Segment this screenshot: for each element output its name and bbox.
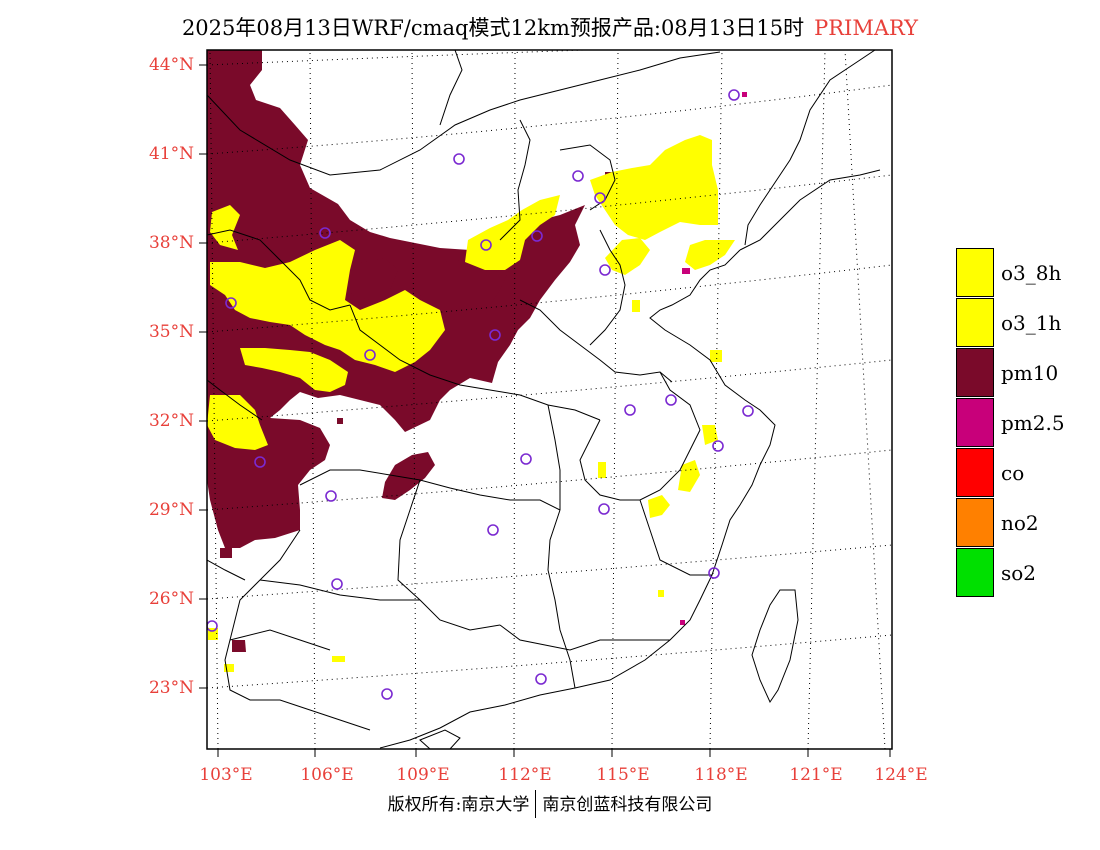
station-marker — [325, 490, 337, 502]
station-marker — [598, 503, 610, 515]
station-marker — [535, 673, 547, 685]
station-marker — [665, 394, 677, 406]
lat-label-35n: 35°N — [148, 322, 194, 342]
copyright-left: 版权所有:南京大学 — [387, 795, 530, 815]
station-marker — [319, 227, 331, 239]
legend-label: so2 — [1001, 561, 1037, 585]
station-marker — [520, 453, 532, 465]
lon-label-112e: 112°E — [498, 765, 552, 785]
legend-label: pm10 — [1001, 361, 1059, 385]
station-marker — [708, 567, 720, 579]
map-title: 2025年08月13日WRF/cmaq模式12km预报产品:08月13日15时 P… — [0, 12, 1100, 42]
station-markers — [207, 89, 754, 700]
legend-swatch — [956, 248, 994, 297]
legend-label: co — [1001, 461, 1025, 485]
lon-label-103e: 103°E — [199, 765, 253, 785]
o3-field — [207, 135, 735, 672]
legend-swatch — [956, 498, 994, 547]
lon-label-118e: 118°E — [694, 765, 748, 785]
legend-label: pm2.5 — [1001, 411, 1065, 435]
station-marker — [728, 89, 740, 101]
footer-divider — [535, 789, 537, 818]
lon-label-106e: 106°E — [300, 765, 354, 785]
lat-label-38n: 38°N — [148, 233, 194, 253]
map-frame — [206, 49, 893, 750]
station-marker — [599, 264, 611, 276]
copyright-footer: 版权所有:南京大学 南京创蓝科技有限公司 — [0, 789, 1100, 820]
lat-label-44n: 44°N — [148, 55, 194, 75]
station-marker — [742, 405, 754, 417]
station-marker — [489, 329, 501, 341]
tick-marks — [199, 64, 891, 757]
legend-swatch — [956, 448, 994, 497]
station-marker — [207, 620, 218, 632]
title-tag: PRIMARY — [814, 16, 919, 40]
copyright-right: 南京创蓝科技有限公司 — [542, 795, 713, 815]
lon-label-109e: 109°E — [396, 765, 450, 785]
lat-label-23n: 23°N — [148, 678, 194, 698]
pm25-field — [680, 92, 747, 625]
station-marker — [480, 239, 492, 251]
legend-label: o3_1h — [1001, 311, 1062, 335]
station-marker — [381, 688, 393, 700]
legend-swatch — [956, 398, 994, 447]
legend-label: no2 — [1001, 511, 1039, 535]
station-marker — [453, 153, 465, 165]
station-marker — [572, 170, 584, 182]
lat-label-41n: 41°N — [148, 144, 194, 164]
lon-label-121e: 121°E — [789, 765, 843, 785]
legend-swatch — [956, 298, 994, 347]
legend-label: o3_8h — [1001, 261, 1062, 285]
station-marker — [487, 524, 499, 536]
station-marker — [331, 578, 343, 590]
station-marker — [531, 230, 543, 242]
station-marker — [712, 440, 724, 452]
station-marker — [225, 297, 237, 309]
boundaries — [207, 50, 881, 749]
legend-swatch — [956, 348, 994, 397]
title-text: 2025年08月13日WRF/cmaq模式12km预报产品:08月13日15时 — [181, 16, 805, 40]
lon-label-124e: 124°E — [874, 765, 928, 785]
lat-label-29n: 29°N — [148, 500, 194, 520]
graticule — [207, 50, 892, 749]
lon-label-115e: 115°E — [596, 765, 650, 785]
legend-swatch — [956, 548, 994, 597]
station-marker — [594, 192, 606, 204]
station-marker — [624, 404, 636, 416]
station-marker — [364, 349, 376, 361]
lat-label-26n: 26°N — [148, 589, 194, 609]
station-marker — [254, 456, 266, 468]
lat-label-32n: 32°N — [148, 411, 194, 431]
